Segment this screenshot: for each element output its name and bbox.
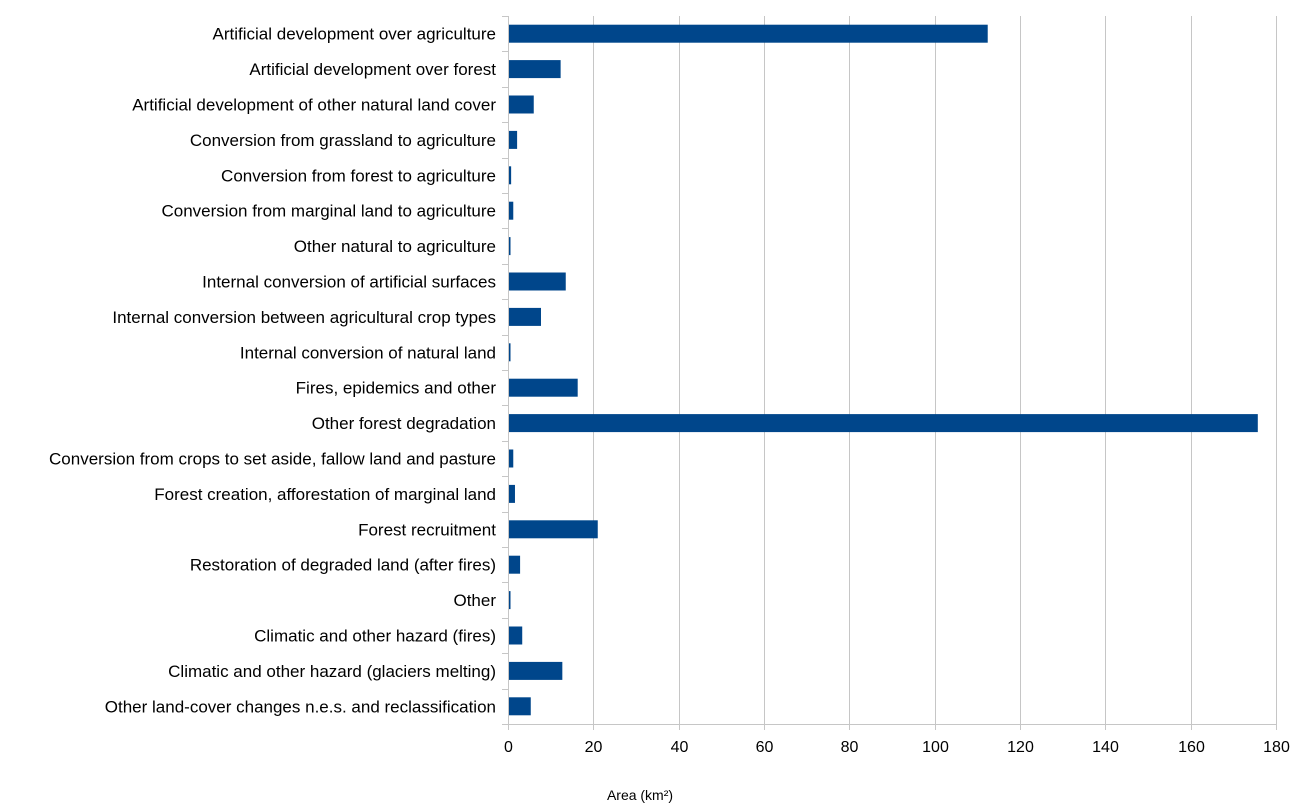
bars [509,24,1258,716]
category-label: Climatic and other hazard (fires) [254,627,496,646]
bar [509,591,511,610]
axes [502,16,1277,730]
category-label: Other land-cover changes n.e.s. and recl… [105,697,496,716]
category-label: Fires, epidemics and other [296,379,497,398]
category-label: Internal conversion between agricultural… [112,308,496,327]
bar [509,95,534,114]
category-label: Climatic and other hazard (glaciers melt… [168,662,496,681]
bar [509,166,512,185]
bar [509,661,563,680]
category-label: Other natural to agriculture [294,237,496,256]
bar [509,201,514,220]
category-label: Forest recruitment [358,520,496,539]
x-tick-label: 20 [585,739,603,756]
x-tick-label: 180 [1263,739,1290,756]
bar [509,237,511,256]
bar [509,626,523,645]
bar [509,555,521,574]
bar [509,60,561,79]
x-tick-label: 140 [1092,739,1119,756]
category-label: Other forest degradation [312,414,496,433]
category-label: Artificial development over agriculture [213,25,496,44]
x-tick-label: 40 [671,739,689,756]
bar [509,484,515,503]
bar [509,414,1258,433]
bar [509,130,518,149]
category-label: Artificial development over forest [249,60,496,79]
category-label: Restoration of degraded land (after fire… [190,556,496,575]
bar [509,343,511,362]
x-tick-label: 100 [922,739,949,756]
bar [509,307,541,326]
category-label: Internal conversion of artificial surfac… [202,273,496,292]
category-labels: Artificial development over agriculture A… [49,25,496,717]
category-label: Conversion from grassland to agriculture [190,131,496,150]
x-tick-labels: 0 20 40 60 80 100 120 140 160 180 [504,739,1290,756]
category-label: Conversion from crops to set aside, fall… [49,450,496,469]
x-tick-label: 120 [1007,739,1034,756]
bar [509,24,988,43]
category-label: Forest creation, afforestation of margin… [154,485,496,504]
bar [509,449,514,468]
category-label: Other [453,591,496,610]
grid-lines [593,16,1277,724]
bar [509,697,531,716]
x-axis-title: Area (km²) [607,787,673,803]
category-label: Conversion from marginal land to agricul… [162,202,497,221]
category-label: Artificial development of other natural … [132,96,496,115]
category-label: Conversion from forest to agriculture [221,166,496,185]
bar [509,272,566,291]
category-label: Internal conversion of natural land [240,343,496,362]
x-tick-label: 160 [1178,739,1205,756]
x-tick-label: 80 [841,739,859,756]
x-tick-label: 60 [756,739,774,756]
x-tick-label: 0 [504,739,513,756]
bar [509,520,598,539]
bar [509,378,578,397]
